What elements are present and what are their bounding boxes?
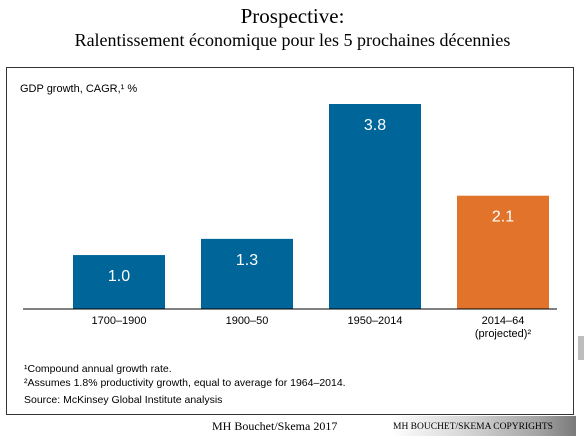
bar-2 [201,238,293,309]
category-label-1: 1700–1900 [91,315,146,327]
bar-value-label-2: 1.3 [236,252,258,269]
bar-value-label-1: 1.0 [108,268,130,285]
bar-value-label-3: 3.8 [364,117,386,134]
footnote-2: ²Assumes 1.8% productivity growth, equal… [24,377,346,389]
footer-gradient-bar [390,416,576,436]
bar-1 [73,255,165,309]
slide-title-line1: Prospective: [240,4,345,28]
bar-value-label-4: 2.1 [492,209,514,226]
category-sublabel-4: (projected)² [475,328,532,340]
bar-3 [329,104,421,309]
source-note: Source: McKinsey Global Institute analys… [24,394,223,406]
copyright-label: MH BOUCHET/SKEMA COPYRIGHTS [393,422,553,432]
chart-title: GDP growth, CAGR,¹ % [20,83,137,95]
footnotes: ¹Compound annual growth rate. ²Assumes 1… [24,362,346,407]
footnote-1: ¹Compound annual growth rate. [24,363,172,375]
category-label-4: 2014–64 [482,315,525,327]
slide-title-line2: Ralentissement économique pour les 5 pro… [74,30,511,50]
chart-panel: GDP growth, CAGR,¹ % 1.0 1700–1900 1.3 1900… [6,67,574,415]
footer-credit: MH Bouchet/Skema 2017 [212,419,338,433]
category-label-3: 1950–2014 [347,315,402,327]
bar-chart: GDP growth, CAGR,¹ % 1.0 1700–1900 1.3 1900… [20,83,557,340]
bar-4 [457,195,549,309]
category-label-2: 1900–50 [226,315,269,327]
slide-title: Prospective: Ralentissement économique p… [0,4,585,52]
edge-marker [578,336,584,360]
